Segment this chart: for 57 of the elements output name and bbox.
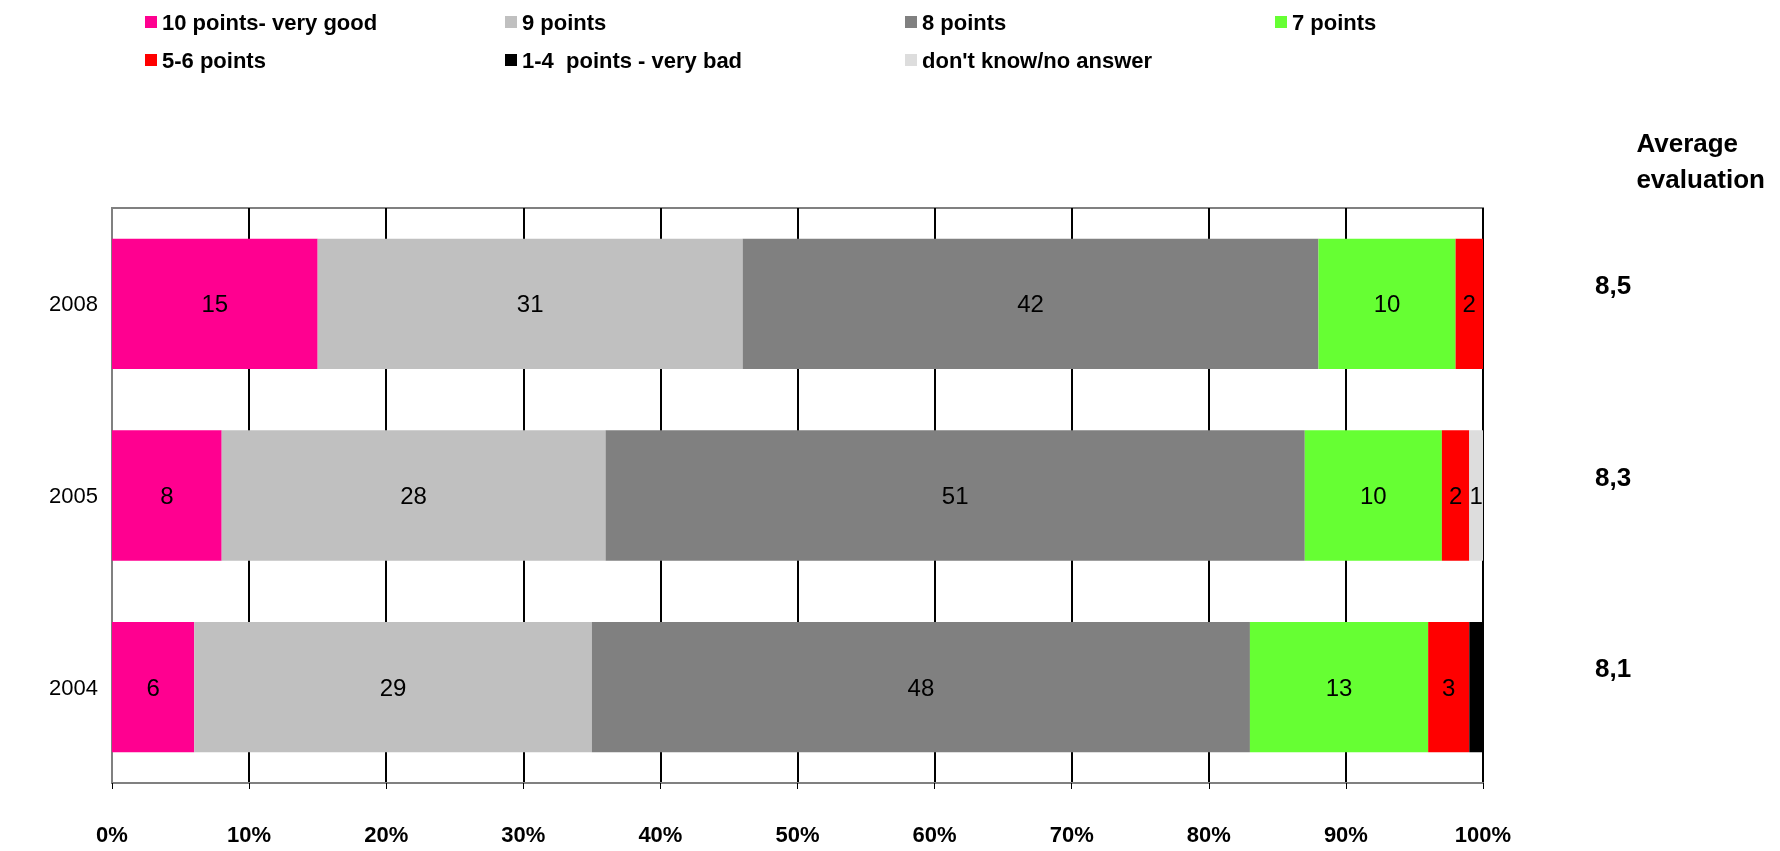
x-tick-label: 60% xyxy=(912,821,957,847)
bar xyxy=(1469,430,1483,561)
data-label: 15 xyxy=(201,290,229,318)
data-label: 31 xyxy=(516,290,544,318)
legend-label: 9 points xyxy=(522,9,607,35)
bar xyxy=(1318,238,1456,369)
x-tick-label: 80% xyxy=(1186,821,1231,847)
data-label: 29 xyxy=(379,673,407,701)
y-tick-label: 2004 xyxy=(49,674,98,700)
bar xyxy=(112,622,195,753)
bar xyxy=(194,622,592,753)
text: Average evaluation xyxy=(1636,128,1765,194)
data-label: 8 xyxy=(160,482,174,509)
data-label: 10 xyxy=(1373,290,1401,318)
legend-label: 1-4 points - very bad xyxy=(522,47,743,73)
data-label: 1 xyxy=(1469,482,1483,509)
data-label: 48 xyxy=(907,673,935,701)
bar xyxy=(1304,430,1442,561)
bar xyxy=(221,430,606,561)
data-label: 51 xyxy=(941,482,969,509)
x-tick-label: 10% xyxy=(227,821,272,847)
bar xyxy=(317,238,743,369)
data-label: 3 xyxy=(1442,673,1456,701)
bar xyxy=(1249,622,1429,753)
legend-label: don't know/no answer xyxy=(922,47,1153,73)
x-tick-label: 100% xyxy=(1454,821,1512,847)
text: 8,3 xyxy=(1595,461,1632,492)
data-label: 6 xyxy=(146,673,160,701)
y-tick-label: 2005 xyxy=(49,483,98,508)
bar xyxy=(1455,238,1483,369)
x-tick-label: 20% xyxy=(364,821,409,847)
data-label: 2 xyxy=(1448,482,1463,509)
x-tick-label: 90% xyxy=(1323,821,1368,847)
x-tick-label: 30% xyxy=(501,821,546,847)
data-label: 2 xyxy=(1462,290,1476,318)
data-label: 13 xyxy=(1325,673,1353,701)
legend-label: 8 points xyxy=(922,9,1007,35)
bar xyxy=(1428,622,1470,753)
bar xyxy=(112,430,222,561)
legend-label: 10 points- very good xyxy=(162,9,378,35)
text: 8,5 xyxy=(1595,269,1632,300)
text: 8,1 xyxy=(1595,653,1632,684)
bar xyxy=(1441,430,1470,561)
data-label: 42 xyxy=(1017,290,1044,318)
bar xyxy=(605,430,1305,561)
bar xyxy=(591,622,1250,753)
legend-label: 7 points xyxy=(1292,9,1377,35)
x-tick-label: 70% xyxy=(1049,821,1094,847)
bar xyxy=(742,238,1319,369)
x-tick-label: 40% xyxy=(638,821,683,847)
data-label: 10 xyxy=(1359,482,1387,509)
data-label: 28 xyxy=(400,482,427,509)
legend-label: 5-6 points xyxy=(162,47,266,73)
x-tick-label: 0% xyxy=(96,821,128,847)
y-tick-label: 2008 xyxy=(49,291,98,317)
x-tick-label: 50% xyxy=(775,821,820,847)
bar xyxy=(112,238,318,369)
